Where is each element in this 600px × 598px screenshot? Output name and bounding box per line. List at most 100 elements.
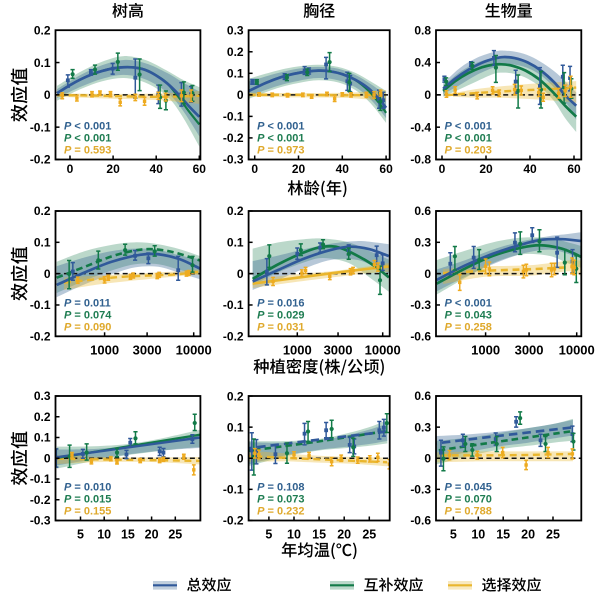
svg-text:0: 0: [439, 162, 446, 176]
svg-text:25: 25: [362, 528, 376, 542]
svg-text:3000: 3000: [324, 343, 353, 358]
svg-text:-0.1: -0.1: [30, 298, 51, 312]
svg-text:P < 0.001: P < 0.001: [445, 121, 492, 133]
svg-text:0: 0: [424, 88, 431, 102]
svg-text:5: 5: [77, 528, 84, 542]
svg-text:0: 0: [67, 162, 74, 176]
svg-text:P = 0.203: P = 0.203: [445, 145, 492, 157]
svg-text:-0.1: -0.1: [30, 120, 51, 134]
svg-text:-0.2: -0.2: [223, 131, 244, 145]
svg-text:0.3: 0.3: [34, 389, 51, 403]
svg-text:0: 0: [424, 451, 431, 465]
svg-text:0.1: 0.1: [34, 236, 51, 250]
svg-text:P = 0.045: P = 0.045: [445, 482, 492, 494]
svg-text:0: 0: [44, 451, 51, 465]
svg-text:-0.2: -0.2: [30, 153, 51, 167]
svg-text:-0.8: -0.8: [410, 153, 431, 167]
svg-text:-0.3: -0.3: [410, 483, 431, 497]
svg-text:25: 25: [168, 528, 182, 542]
svg-text:0: 0: [237, 267, 244, 281]
svg-text:25: 25: [546, 528, 560, 542]
svg-text:P = 0.593: P = 0.593: [64, 145, 111, 157]
svg-text:P = 0.074: P = 0.074: [64, 309, 112, 321]
svg-text:P = 0.029: P = 0.029: [257, 309, 304, 321]
svg-text:3000: 3000: [515, 343, 544, 358]
svg-text:20: 20: [145, 528, 159, 542]
svg-text:10: 10: [287, 528, 301, 542]
svg-text:0: 0: [237, 451, 244, 465]
svg-text:0.2: 0.2: [227, 45, 244, 59]
svg-text:P < 0.001: P < 0.001: [257, 133, 304, 145]
svg-text:20: 20: [292, 162, 306, 176]
svg-text:P = 0.031: P = 0.031: [257, 321, 304, 333]
svg-text:P = 0.011: P = 0.011: [64, 297, 111, 309]
svg-text:0: 0: [44, 88, 51, 102]
svg-text:0.1: 0.1: [227, 420, 244, 434]
svg-text:10000: 10000: [176, 343, 212, 358]
svg-text:40: 40: [150, 162, 164, 176]
svg-text:-0.2: -0.2: [223, 330, 244, 344]
svg-text:0.2: 0.2: [227, 204, 244, 218]
svg-text:-0.1: -0.1: [30, 472, 51, 486]
svg-text:0.1: 0.1: [227, 236, 244, 250]
svg-text:P = 0.788: P = 0.788: [445, 506, 492, 518]
svg-text:-0.1: -0.1: [223, 110, 244, 124]
svg-text:-0.2: -0.2: [223, 514, 244, 528]
svg-text:-0.3: -0.3: [223, 153, 244, 167]
svg-text:P = 0.010: P = 0.010: [64, 482, 111, 494]
svg-text:0.8: 0.8: [414, 23, 431, 37]
svg-text:5: 5: [450, 528, 457, 542]
svg-text:P < 0.001: P < 0.001: [445, 297, 492, 309]
svg-text:P = 0.973: P = 0.973: [257, 145, 304, 157]
svg-text:P < 0.001: P < 0.001: [445, 133, 492, 145]
svg-text:0.3: 0.3: [227, 23, 244, 37]
svg-text:0: 0: [424, 267, 431, 281]
svg-text:3000: 3000: [133, 343, 162, 358]
svg-text:0.6: 0.6: [414, 204, 431, 218]
svg-text:0.2: 0.2: [34, 410, 51, 424]
svg-text:P < 0.001: P < 0.001: [64, 121, 111, 133]
svg-text:P < 0.001: P < 0.001: [257, 121, 304, 133]
svg-text:5: 5: [265, 528, 272, 542]
svg-text:15: 15: [121, 528, 135, 542]
svg-text:P = 0.073: P = 0.073: [257, 494, 304, 506]
svg-text:-0.6: -0.6: [410, 329, 431, 343]
svg-text:P = 0.232: P = 0.232: [257, 506, 304, 518]
svg-text:P = 0.015: P = 0.015: [64, 494, 111, 506]
svg-text:P = 0.016: P = 0.016: [257, 297, 304, 309]
svg-text:0.1: 0.1: [34, 56, 51, 70]
svg-text:0: 0: [44, 267, 51, 281]
svg-text:0.2: 0.2: [227, 389, 244, 403]
svg-text:10: 10: [97, 528, 111, 542]
svg-text:P = 0.090: P = 0.090: [64, 321, 111, 333]
svg-text:-0.2: -0.2: [30, 493, 51, 507]
svg-text:20: 20: [479, 162, 493, 176]
svg-text:60: 60: [193, 162, 207, 176]
svg-text:0.2: 0.2: [34, 204, 51, 218]
svg-text:-0.4: -0.4: [410, 120, 431, 134]
svg-text:P = 0.070: P = 0.070: [445, 494, 492, 506]
svg-text:10000: 10000: [365, 343, 401, 358]
svg-text:20: 20: [106, 162, 120, 176]
svg-text:0.2: 0.2: [34, 23, 51, 37]
svg-text:P = 0.108: P = 0.108: [257, 482, 304, 494]
svg-text:P < 0.001: P < 0.001: [64, 133, 111, 145]
svg-text:40: 40: [336, 162, 350, 176]
svg-text:10: 10: [471, 528, 485, 542]
svg-text:0.4: 0.4: [414, 56, 431, 70]
svg-text:0: 0: [237, 88, 244, 102]
svg-text:1000: 1000: [90, 343, 119, 358]
svg-text:-0.1: -0.1: [223, 483, 244, 497]
svg-text:0.3: 0.3: [414, 420, 431, 434]
svg-text:1000: 1000: [283, 343, 312, 358]
svg-text:P = 0.258: P = 0.258: [445, 321, 492, 333]
svg-text:1000: 1000: [471, 343, 500, 358]
svg-text:0.3: 0.3: [414, 236, 431, 250]
svg-text:15: 15: [496, 528, 510, 542]
svg-text:20: 20: [337, 528, 351, 542]
svg-text:-0.3: -0.3: [30, 514, 51, 528]
svg-text:60: 60: [567, 162, 581, 176]
svg-text:10000: 10000: [559, 343, 595, 358]
svg-text:P = 0.043: P = 0.043: [445, 309, 492, 321]
svg-text:0.1: 0.1: [227, 67, 244, 81]
